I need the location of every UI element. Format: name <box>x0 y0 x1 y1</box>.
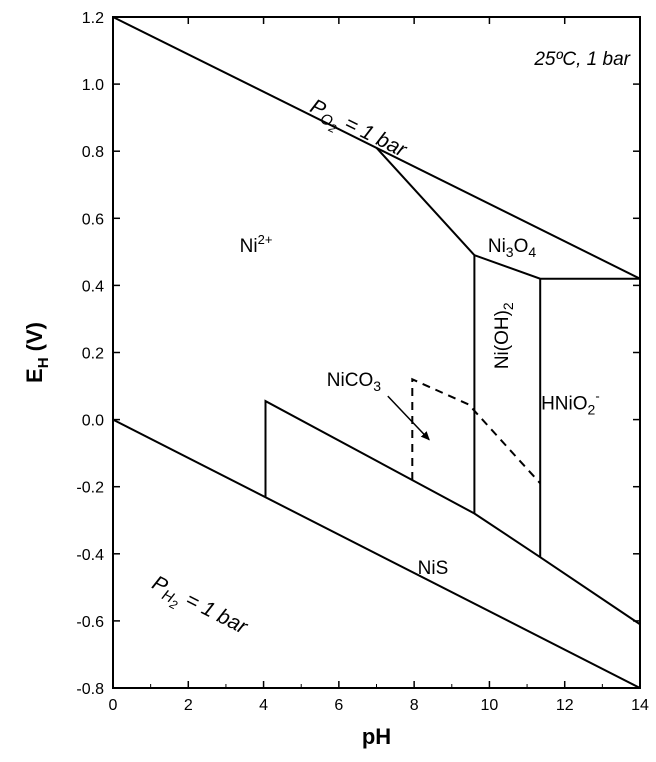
boundary-line-solid <box>112 418 641 689</box>
x-tick-label: 4 <box>259 697 268 714</box>
region-label: NiCO3 <box>327 370 381 394</box>
y-tick-label: 0.6 <box>82 211 104 228</box>
boundary-lines-layer <box>112 16 641 689</box>
line-label: PO2 = 1 bar <box>303 95 411 169</box>
region-label-sub: 2 <box>588 402 596 418</box>
region-label: Ni2+ <box>240 232 273 257</box>
y-tick-label: -0.6 <box>76 614 104 631</box>
boundary-line-solid <box>375 147 640 280</box>
x-tick-label: 10 <box>481 697 499 714</box>
y-tick-label: 0.4 <box>82 278 104 295</box>
y-tick-label: 0.0 <box>82 413 104 430</box>
region-label-text: Ni <box>488 236 506 257</box>
line-label-rest: = 1 bar <box>336 109 411 162</box>
axes-layer: 0 2 4 6 8 10 12 14 1.2 1.0 0.8 0.6 0.4 0.2 0.0 -0.2 -0.4… <box>22 10 649 749</box>
line-label: PH2 = 1 bar <box>145 571 252 645</box>
boundary-line-dashed <box>411 377 541 484</box>
region-label-sub2: 4 <box>528 244 536 260</box>
arrow-line <box>387 395 430 441</box>
region-label-text: NiCO <box>327 370 373 391</box>
region-label-sub: 3 <box>506 244 514 260</box>
x-tick-label: 2 <box>184 697 193 714</box>
y-tick-label: -0.2 <box>76 480 104 497</box>
x-axis-title: pH <box>362 724 391 749</box>
x-tick-label: 12 <box>556 697 574 714</box>
region-label-text: NiS <box>418 558 449 579</box>
region-label: NiS <box>418 558 449 579</box>
region-label-sub: 3 <box>373 378 381 394</box>
region-label-text: Ni(OH) <box>492 310 513 369</box>
y-tick-label: 1.0 <box>82 77 104 94</box>
y-tick-label: -0.8 <box>76 681 104 698</box>
region-label-sup: 2+ <box>258 232 273 247</box>
x-tick-label: 8 <box>410 697 419 714</box>
y-tick-label: -0.4 <box>76 547 104 564</box>
x-tick-label: 14 <box>631 697 649 714</box>
y-axis-title-unit: (V) <box>22 322 47 357</box>
y-axis-title: EH (V) <box>22 322 52 383</box>
y-axis-title-sub: H <box>35 357 52 368</box>
x-tick-label: 6 <box>334 697 343 714</box>
region-label-text: HNiO <box>541 394 587 415</box>
y-tick-label: 0.8 <box>82 144 104 161</box>
y-tick-label: 0.2 <box>82 346 104 363</box>
region-label-sup: - <box>595 389 599 404</box>
condition-label: 25ºC, 1 bar <box>533 49 630 70</box>
region-label-text: Ni <box>240 236 258 257</box>
boundary-line-solid <box>264 399 641 626</box>
region-label-mid: O <box>514 236 529 257</box>
y-axis-title-main: E <box>22 368 47 383</box>
region-label: Ni3O4 <box>488 236 537 260</box>
region-label: Ni(OH)2 <box>492 302 516 369</box>
y-tick-label: 1.2 <box>82 10 104 27</box>
line-label-rest: = 1 bar <box>176 586 251 640</box>
region-label: HNiO2- <box>541 389 600 418</box>
x-tick-label: 0 <box>109 697 118 714</box>
region-label-sub: 2 <box>500 302 516 310</box>
